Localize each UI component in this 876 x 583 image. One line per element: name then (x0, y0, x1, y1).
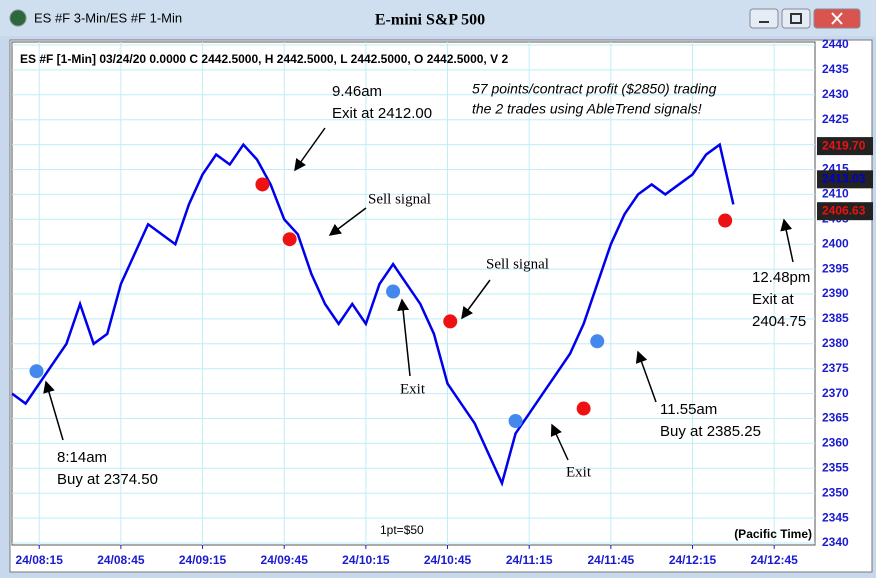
y-tick-label: 2355 (822, 460, 849, 474)
annotation: Sell signal (368, 191, 431, 207)
y-tick-label: 2365 (822, 411, 849, 425)
annotation-arrow (635, 350, 657, 403)
y-tick-label: 2370 (822, 386, 849, 400)
signal-marker (718, 213, 733, 228)
x-tick-label: 24/12:15 (669, 553, 717, 567)
timezone-note: (Pacific Time) (734, 527, 812, 541)
y-tick-label: 2345 (822, 510, 849, 524)
price-badge-label: 2413.03 (822, 171, 866, 185)
annotation: Exit at 2412.00 (332, 105, 432, 122)
price-badge-label: 2406.63 (822, 203, 866, 217)
x-tick-label: 24/08:15 (16, 553, 64, 567)
note: 57 points/contract profit ($2850) tradin… (472, 81, 717, 97)
app-icon (9, 9, 27, 27)
annotation: Exit (566, 464, 592, 480)
y-tick-label: 2385 (822, 311, 849, 325)
signal-marker (576, 401, 591, 416)
annotation: Exit at (752, 291, 795, 308)
y-tick-label: 2410 (822, 187, 849, 201)
y-tick-label: 2390 (822, 286, 849, 300)
y-tick-label: 2395 (822, 261, 849, 275)
annotation: 11.55am (660, 401, 717, 418)
y-tick-label: 2380 (822, 336, 849, 350)
signal-marker (386, 284, 401, 299)
scale-note: 1pt=$50 (380, 523, 424, 537)
minimize-button[interactable] (749, 8, 779, 29)
y-tick-label: 2425 (822, 112, 849, 126)
y-tick-label: 2350 (822, 485, 849, 499)
annotation: Buy at 2385.25 (660, 423, 761, 440)
x-tick-label: 24/09:15 (179, 553, 227, 567)
x-tick-label: 24/10:45 (424, 553, 472, 567)
x-tick-label: 24/11:15 (506, 553, 553, 567)
annotation-arrow (461, 279, 491, 320)
y-tick-label: 2340 (822, 535, 849, 549)
x-tick-label: 24/09:45 (261, 553, 309, 567)
annotation: 2404.75 (752, 313, 806, 330)
signal-marker (255, 177, 270, 192)
window-title: ES #F 3-Min/ES #F 1-Min (34, 10, 182, 25)
price-line (11, 142, 735, 487)
annotation: 12.48pm (752, 269, 810, 286)
price-badge (817, 137, 873, 156)
price-badge (817, 170, 873, 189)
note: the 2 trades using AbleTrend signals! (472, 101, 702, 117)
annotation-arrow (294, 127, 326, 172)
signal-marker (443, 314, 458, 329)
y-tick-label: 2435 (822, 62, 849, 76)
title-bar (0, 0, 876, 36)
y-tick-label: 2360 (822, 436, 849, 450)
maximize-button[interactable] (781, 8, 811, 29)
annotation-arrow (328, 207, 367, 236)
annotation: 9.46am (332, 83, 382, 100)
x-tick-label: 24/11:45 (587, 553, 634, 567)
y-tick-label: 2430 (822, 87, 849, 101)
info-line: ES #F [1-Min] 03/24/20 0.0000 C 2442.500… (20, 52, 508, 66)
y-tick-label: 2440 (822, 37, 849, 51)
x-tick-label: 24/12:45 (750, 553, 798, 567)
annotation-arrow (43, 380, 64, 441)
y-tick-label: 2400 (822, 236, 849, 250)
annotation-arrow (780, 218, 794, 263)
signal-marker (282, 232, 297, 247)
signal-marker (508, 413, 523, 428)
signal-marker (590, 334, 605, 349)
price-badge (817, 202, 873, 221)
x-tick-label: 24/10:15 (342, 553, 390, 567)
annotation: 8:14am (57, 449, 107, 466)
annotation: Buy at 2374.50 (57, 471, 158, 488)
annotation-arrow (550, 423, 569, 461)
chart-title: E-mini S&P 500 (375, 12, 485, 29)
annotation: Sell signal (486, 256, 549, 272)
x-tick-label: 24/08:45 (97, 553, 145, 567)
annotation: Exit (400, 381, 426, 397)
annotation-arrow (397, 298, 411, 377)
y-tick-label: 2375 (822, 361, 849, 375)
price-badge-label: 2419.70 (822, 138, 866, 152)
signal-marker (29, 364, 44, 379)
